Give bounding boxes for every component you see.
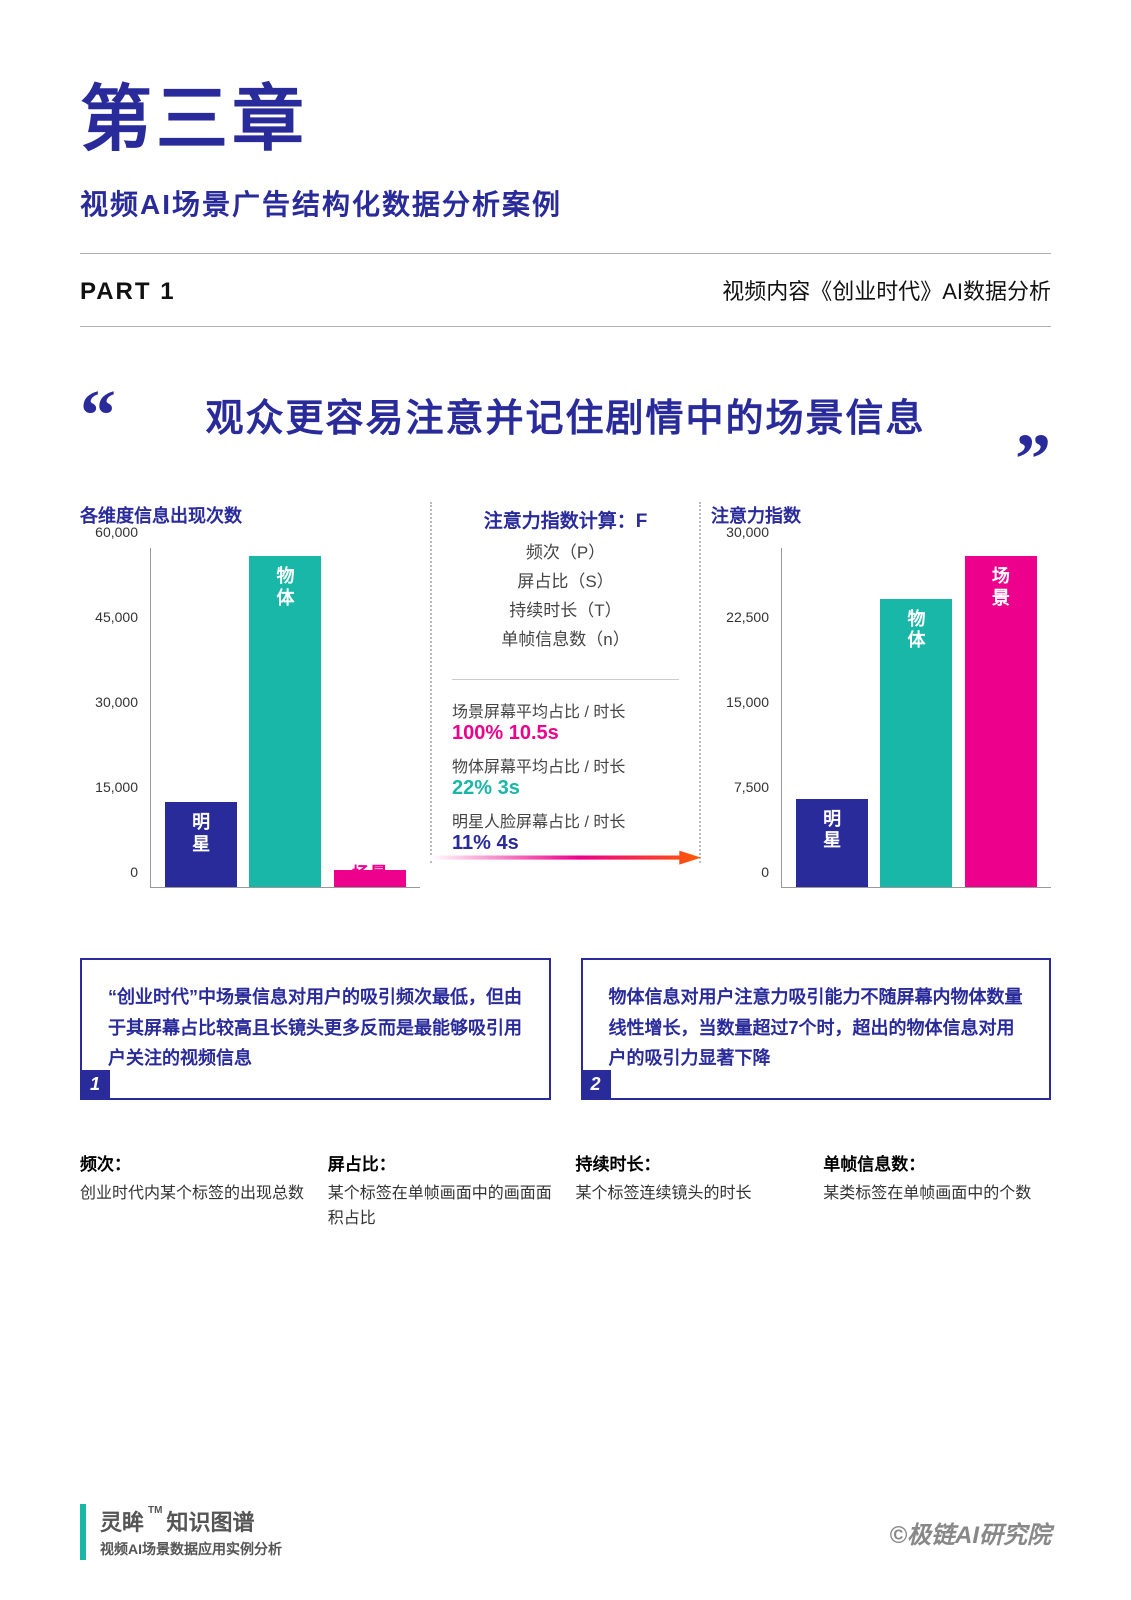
y-tick: 15,000 (95, 779, 138, 795)
bar: 物体 (249, 556, 321, 887)
y-tick: 0 (761, 864, 769, 880)
definition: 持续时长： 某个标签连续镜头的时长 (576, 1150, 804, 1232)
divider (80, 253, 1051, 254)
bar: 场景 (334, 870, 406, 887)
definition-term: 持续时长： (576, 1150, 804, 1175)
formula-factor: 持续时长（T） (452, 597, 679, 626)
metric-value: 100% 10.5s (452, 722, 679, 745)
bar-label: 明星 (796, 809, 868, 852)
definition: 频次： 创业时代内某个标签的出现总数 (80, 1150, 308, 1232)
y-tick: 7,500 (734, 779, 769, 795)
metric-value: 22% 3s (452, 777, 679, 800)
definition-term: 频次： (80, 1150, 308, 1175)
insight-box: “创业时代”中场景信息对用户的吸引频次最低，但由于其屏幕占比较高且长镜头更多反而… (80, 958, 551, 1100)
bar-label: 物体 (880, 609, 952, 652)
bar: 场景 (965, 556, 1037, 887)
chart-attention: 注意力指数 07,50015,00022,50030,000 明星物体场景 (711, 502, 1051, 888)
insight-text: “创业时代”中场景信息对用户的吸引频次最低，但由于其屏幕占比较高且长镜头更多反而… (108, 982, 525, 1074)
quote-text: 观众更容易注意并记住剧情中的场景信息 (205, 387, 925, 442)
copyright: ©极链AI研究院 (889, 1515, 1051, 1550)
tm-mark: TM (148, 1505, 162, 1516)
insight-number: 1 (80, 1070, 110, 1100)
metric-label: 物体屏幕平均占比 / 时长 (452, 753, 679, 777)
metric-value: 11% 4s (452, 832, 679, 855)
metric-label: 明星人脸屏幕占比 / 时长 (452, 808, 679, 832)
divider (452, 679, 679, 680)
bar: 明星 (165, 802, 237, 887)
chapter-subtitle: 视频AI场景广告结构化数据分析案例 (80, 183, 1051, 223)
brand-tagline: 视频AI场景数据应用实例分析 (100, 1539, 282, 1559)
divider (80, 326, 1051, 327)
formula-title: 注意力指数计算：F (452, 506, 679, 533)
chapter-title: 第三章 (80, 60, 1051, 165)
metric-label: 场景屏幕平均占比 / 时长 (452, 698, 679, 722)
bar: 明星 (796, 799, 868, 887)
bar-label: 明星 (165, 812, 237, 855)
quote-open-icon: “ (80, 397, 116, 433)
y-tick: 15,000 (726, 694, 769, 710)
part-desc: 视频内容《创业时代》AI数据分析 (722, 274, 1051, 306)
y-tick: 0 (130, 864, 138, 880)
definition-body: 创业时代内某个标签的出现总数 (80, 1181, 308, 1207)
footer-brand: 灵眸 TM 知识图谱 视频AI场景数据应用实例分析 (80, 1504, 282, 1560)
y-tick: 30,000 (726, 524, 769, 540)
definition-body: 某个标签在单帧画面中的画面面积占比 (328, 1181, 556, 1232)
chart-occurrences: 各维度信息出现次数 015,00030,00045,00060,000 明星物体… (80, 502, 420, 888)
y-tick: 22,500 (726, 609, 769, 625)
y-tick: 30,000 (95, 694, 138, 710)
formula-panel: 注意力指数计算：F 频次（P）屏占比（S）持续时长（T）单帧信息数（n） 场景屏… (430, 502, 701, 863)
definition: 屏占比： 某个标签在单帧画面中的画面面积占比 (328, 1150, 556, 1232)
definition-term: 单帧信息数： (823, 1150, 1051, 1175)
bar-label: 物体 (249, 566, 321, 609)
definition-body: 某个标签连续镜头的时长 (576, 1181, 804, 1207)
formula-factor: 频次（P） (452, 539, 679, 568)
insight-number: 2 (581, 1070, 611, 1100)
definition: 单帧信息数： 某类标签在单帧画面中的个数 (823, 1150, 1051, 1232)
part-label: PART 1 (80, 278, 176, 306)
bar: 物体 (880, 599, 952, 887)
bar-label: 场景 (334, 864, 406, 886)
brand-suffix: 知识图谱 (166, 1510, 254, 1535)
definition-body: 某类标签在单帧画面中的个数 (823, 1181, 1051, 1207)
brand-accent-bar (80, 1504, 86, 1560)
quote-close-icon: ” (1015, 441, 1051, 477)
y-tick: 45,000 (95, 609, 138, 625)
insight-box: 物体信息对用户注意力吸引能力不随屏幕内物体数量线性增长，当数量超过7个时，超出的… (581, 958, 1052, 1100)
y-tick: 60,000 (95, 524, 138, 540)
definition-term: 屏占比： (328, 1150, 556, 1175)
bar-label: 场景 (965, 566, 1037, 609)
brand-name: 灵眸 (100, 1510, 144, 1535)
insight-text: 物体信息对用户注意力吸引能力不随屏幕内物体数量线性增长，当数量超过7个时，超出的… (609, 982, 1026, 1074)
formula-factor: 单帧信息数（n） (452, 626, 679, 655)
formula-factor: 屏占比（S） (452, 568, 679, 597)
